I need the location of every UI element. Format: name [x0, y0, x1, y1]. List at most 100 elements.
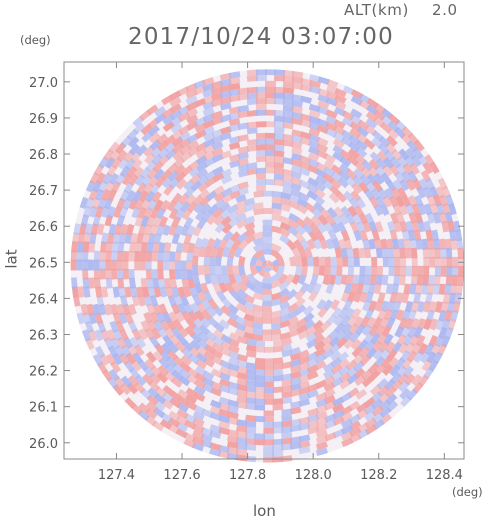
radar-cell	[255, 265, 263, 273]
radar-cell	[264, 109, 276, 116]
radar-cell	[271, 243, 282, 253]
radar-cell	[282, 69, 295, 77]
radar-cell	[118, 286, 126, 298]
radar-cell	[298, 368, 310, 377]
radar-cell	[335, 329, 347, 342]
radar-cell	[422, 162, 434, 175]
radar-cell	[254, 433, 266, 440]
radar-cell	[254, 404, 266, 411]
x-tick-label: 128.0	[295, 468, 332, 483]
radar-cell	[262, 265, 268, 272]
radar-cell	[238, 239, 249, 251]
radar-cell	[180, 354, 193, 366]
radar-cell	[157, 260, 164, 271]
radar-cell	[255, 184, 266, 192]
radar-cell	[410, 274, 418, 286]
radar-cell	[289, 256, 297, 267]
radar-cell	[313, 238, 323, 250]
radar-cell	[281, 385, 293, 393]
radar-cell	[216, 290, 227, 302]
radar-cell	[227, 369, 240, 378]
radar-cell	[405, 178, 416, 191]
y-tick-label: 26.9	[29, 112, 58, 127]
radar-cell	[326, 78, 339, 88]
radar-cell	[340, 315, 351, 327]
radar-cell	[299, 137, 312, 146]
radar-cell	[306, 351, 319, 362]
radar-cell	[308, 133, 321, 143]
radar-cell	[219, 347, 232, 357]
radar-cell	[306, 358, 319, 368]
radar-cell	[264, 69, 277, 76]
radar-cell	[273, 98, 285, 105]
radar-cell	[226, 452, 239, 461]
radar-cell	[446, 301, 455, 314]
radar-cell	[143, 206, 154, 219]
radar-cell	[211, 153, 224, 163]
radar-field	[70, 69, 464, 463]
radar-cell	[315, 441, 329, 451]
radar-cell	[93, 259, 100, 271]
radar-cell	[95, 172, 107, 185]
radar-cell	[261, 317, 273, 324]
radar-cell	[84, 320, 95, 334]
radar-cell	[127, 320, 138, 333]
radar-cell	[442, 292, 451, 305]
radar-cell	[141, 286, 150, 298]
radar-cell	[193, 202, 205, 214]
radar-cell	[171, 192, 183, 205]
radar-cell	[298, 446, 311, 455]
radar-cell	[245, 368, 257, 376]
radar-cell	[281, 414, 293, 422]
radar-cell	[389, 292, 398, 304]
radar-cell	[226, 317, 239, 328]
radar-cell	[276, 255, 285, 267]
radar-cell	[223, 230, 234, 242]
radar-cell	[343, 299, 353, 311]
radar-cell	[279, 294, 291, 304]
radar-cell	[291, 105, 303, 114]
radar-cell	[124, 286, 132, 298]
radar-cell	[99, 268, 106, 280]
radar-cell	[318, 256, 326, 267]
radar-cell	[207, 316, 219, 328]
radar-cell	[374, 221, 384, 233]
radar-cell	[187, 242, 196, 254]
radar-cell	[263, 364, 275, 371]
radar-cell	[252, 279, 264, 289]
radar-cell	[267, 262, 274, 266]
radar-cell	[271, 298, 282, 307]
radar-cell	[131, 295, 141, 307]
radar-cell	[354, 374, 367, 387]
radar-cell	[237, 157, 249, 166]
radar-cell	[171, 286, 180, 298]
radar-cell	[426, 283, 435, 295]
radar-cell	[164, 242, 172, 253]
radar-cell	[289, 436, 302, 444]
radar-cell	[382, 256, 389, 268]
radar-cell	[401, 229, 410, 242]
radar-cell	[399, 265, 407, 277]
radar-cell	[303, 312, 315, 324]
radar-cell	[277, 273, 289, 285]
radar-cell	[438, 283, 446, 296]
radar-cell	[290, 376, 302, 386]
radar-cell	[128, 277, 137, 289]
radar-cell	[375, 274, 383, 286]
radar-cell	[392, 203, 403, 216]
radar-cell	[315, 410, 328, 420]
radar-cell	[219, 372, 231, 382]
radar-cell	[262, 242, 273, 250]
radar-cell	[226, 255, 234, 266]
radar-cell	[279, 307, 291, 317]
radar-cell	[227, 387, 239, 396]
radar-cell	[122, 259, 129, 271]
radar-cell	[177, 389, 190, 400]
radar-cell	[82, 241, 90, 253]
radar-cell	[347, 205, 358, 217]
radar-cell	[290, 400, 302, 409]
radar-cell	[157, 327, 168, 340]
radar-cell	[299, 155, 312, 165]
radar-cell	[233, 273, 243, 285]
radar-cell	[245, 385, 257, 393]
